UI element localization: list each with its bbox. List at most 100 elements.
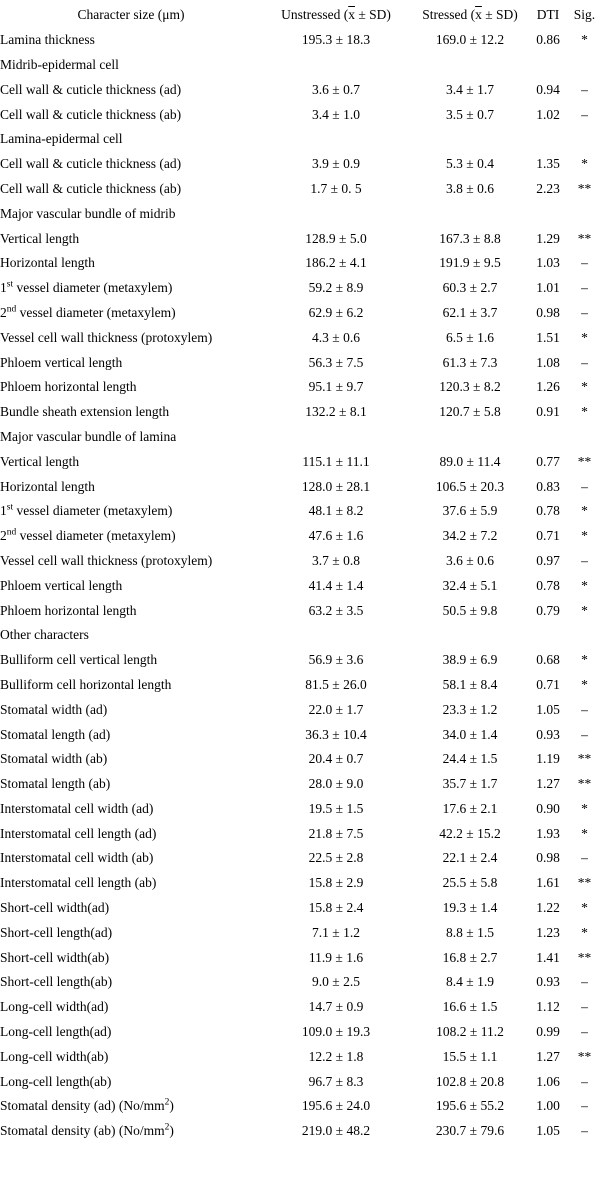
sig-value: –: [581, 1024, 588, 1040]
stressed-value: 19.3 ± 1.4: [442, 900, 498, 916]
dti-value: 1.08: [536, 354, 560, 370]
sig-value: *: [581, 825, 588, 841]
stressed-value: 34.2 ± 7.2: [442, 528, 498, 544]
sig-value: –: [581, 106, 588, 122]
unstressed-value: 36.3 ± 10.4: [305, 726, 367, 742]
dti-value: 0.77: [536, 453, 560, 469]
table-row: Interstomatal cell length (ab) 15.8 ± 2.9…: [0, 871, 603, 896]
dti-value: 1.51: [536, 329, 560, 345]
table-row: Long-cell width(ad) 14.7 ± 0.9 16.6 ± 1.5 1…: [0, 995, 603, 1020]
sig-value: –: [581, 726, 588, 742]
unstressed-value: 41.4 ± 1.4: [308, 577, 364, 593]
stressed-value: [410, 623, 530, 648]
section-row: Lamina-epidermal cell: [0, 127, 603, 152]
unstressed-value: 11.9 ± 1.6: [308, 949, 364, 965]
unstressed-header-suffix: ± SD): [354, 7, 391, 23]
unstressed-value: 56.3 ± 7.5: [308, 354, 364, 370]
row-label: 2nd vessel diameter (metaxylem): [0, 304, 176, 320]
stressed-value: 15.5 ± 1.1: [442, 1048, 498, 1064]
unstressed-value: 3.9 ± 0.9: [312, 156, 360, 172]
unstressed-value: 7.1 ± 1.2: [312, 924, 360, 940]
row-label: Phloem horizontal length: [0, 602, 137, 618]
row-label: Bulliform cell vertical length: [0, 652, 158, 668]
stressed-value: 89.0 ± 11.4: [439, 453, 501, 469]
table-row: Cell wall & cuticle thickness (ad) 3.9 ± …: [0, 152, 603, 177]
stressed-value: [410, 53, 530, 78]
row-label: Horizontal length: [0, 478, 95, 494]
unstressed-value: 47.6 ± 1.6: [308, 528, 364, 544]
dti-value: 0.90: [536, 800, 560, 816]
dti-value: 1.01: [536, 280, 560, 296]
row-label: 2nd vessel diameter (metaxylem): [0, 527, 176, 544]
stressed-value: 108.2 ± 11.2: [436, 1024, 504, 1040]
dti-value: 0.93: [536, 726, 560, 742]
unstressed-value: 15.8 ± 2.4: [308, 900, 364, 916]
unstressed-header-prefix: Unstressed (: [281, 7, 349, 23]
sig-value: *: [581, 503, 588, 519]
dti-value: 1.02: [536, 106, 560, 122]
table-row: Stomatal density (ad) (No/mm2) 195.6 ± 24…: [0, 1094, 603, 1119]
dti-value: 2.23: [536, 180, 560, 196]
unstressed-value: [262, 53, 410, 78]
dti-value: 0.71: [536, 676, 560, 692]
unstressed-value: 4.3 ± 0.6: [312, 329, 360, 345]
unstressed-value: 219.0 ± 48.2: [301, 1123, 371, 1139]
sig-value: –: [581, 1073, 588, 1089]
section-label: Lamina-epidermal cell: [0, 131, 123, 147]
unstressed-value: 19.5 ± 1.5: [308, 800, 364, 816]
table-row: Stomatal length (ab) 28.0 ± 9.0 35.7 ± 1.7…: [0, 772, 603, 797]
dti-value: 1.05: [536, 701, 560, 717]
table-row: Horizontal length 186.2 ± 4.1 191.9 ± 9.5 1…: [0, 251, 603, 276]
unstressed-value: 81.5 ± 26.0: [305, 676, 367, 692]
row-label: Stomatal density (ab) (No/mm2): [0, 1122, 174, 1139]
sig-value: *: [581, 329, 588, 345]
row-label: Vessel cell wall thickness (protoxylem): [0, 552, 213, 568]
sig-value: –: [581, 478, 588, 494]
row-label: Short-cell width(ab): [0, 949, 110, 965]
table-row: Phloem vertical length 41.4 ± 1.4 32.4 ± 5…: [0, 573, 603, 598]
dti-value: 1.05: [536, 1123, 560, 1139]
table-row: Horizontal length 128.0 ± 28.1 106.5 ± 20.…: [0, 474, 603, 499]
table-row: Short-cell length(ab) 9.0 ± 2.5 8.4 ± 1.9 0…: [0, 970, 603, 995]
label-superscript: nd: [6, 527, 17, 538]
unstressed-value: 62.9 ± 6.2: [308, 304, 364, 320]
stressed-value: 3.5 ± 0.7: [446, 106, 494, 122]
sig-value: –: [581, 999, 588, 1015]
unstressed-value: 3.7 ± 0.8: [312, 552, 360, 568]
sig-value: *: [581, 577, 588, 593]
unstressed-value: 63.2 ± 3.5: [308, 602, 364, 618]
table-row: 1st vessel diameter (metaxylem) 59.2 ± 8.…: [0, 276, 603, 301]
label-superscript: nd: [6, 304, 17, 315]
label-superscript: 2: [164, 1122, 170, 1133]
table-row: Stomatal width (ab) 20.4 ± 0.7 24.4 ± 1.5 1…: [0, 747, 603, 772]
dti-value: 1.19: [536, 751, 560, 767]
row-label: Short-cell length(ab): [0, 974, 113, 990]
stressed-value: 32.4 ± 5.1: [442, 577, 498, 593]
stressed-value: 25.5 ± 5.8: [442, 875, 498, 891]
table-row: Bundle sheath extension length 132.2 ± 8.…: [0, 400, 603, 425]
stressed-value: 3.6 ± 0.6: [446, 552, 494, 568]
section-row: Other characters: [0, 623, 603, 648]
table-row: Phloem horizontal length 95.1 ± 9.7 120.3 …: [0, 375, 603, 400]
dti-value: 1.41: [536, 949, 560, 965]
stressed-header-prefix: Stressed (: [422, 7, 476, 23]
unstressed-value: 9.0 ± 2.5: [312, 974, 360, 990]
dti-value: [530, 127, 566, 152]
unstressed-value: 56.9 ± 3.6: [308, 652, 364, 668]
sig-value: *: [581, 602, 588, 618]
sig-value: –: [581, 850, 588, 866]
dti-value: 0.86: [536, 32, 560, 48]
dti-value: [530, 623, 566, 648]
sig-value: [566, 53, 603, 78]
table-row: Short-cell length(ad) 7.1 ± 1.2 8.8 ± 1.5 1…: [0, 920, 603, 945]
dti-value: 1.61: [536, 875, 560, 891]
unstressed-value: 96.7 ± 8.3: [308, 1073, 364, 1089]
row-label: Long-cell width(ab): [0, 1048, 109, 1064]
sig-value: **: [577, 453, 592, 469]
dti-value: 1.27: [536, 1048, 560, 1064]
stressed-value: 61.3 ± 7.3: [442, 354, 498, 370]
dti-value: 0.97: [536, 552, 560, 568]
table-row: Vertical length 115.1 ± 11.1 89.0 ± 11.4 0.…: [0, 449, 603, 474]
row-label: Bulliform cell horizontal length: [0, 676, 172, 692]
unstressed-value: 28.0 ± 9.0: [308, 776, 364, 792]
